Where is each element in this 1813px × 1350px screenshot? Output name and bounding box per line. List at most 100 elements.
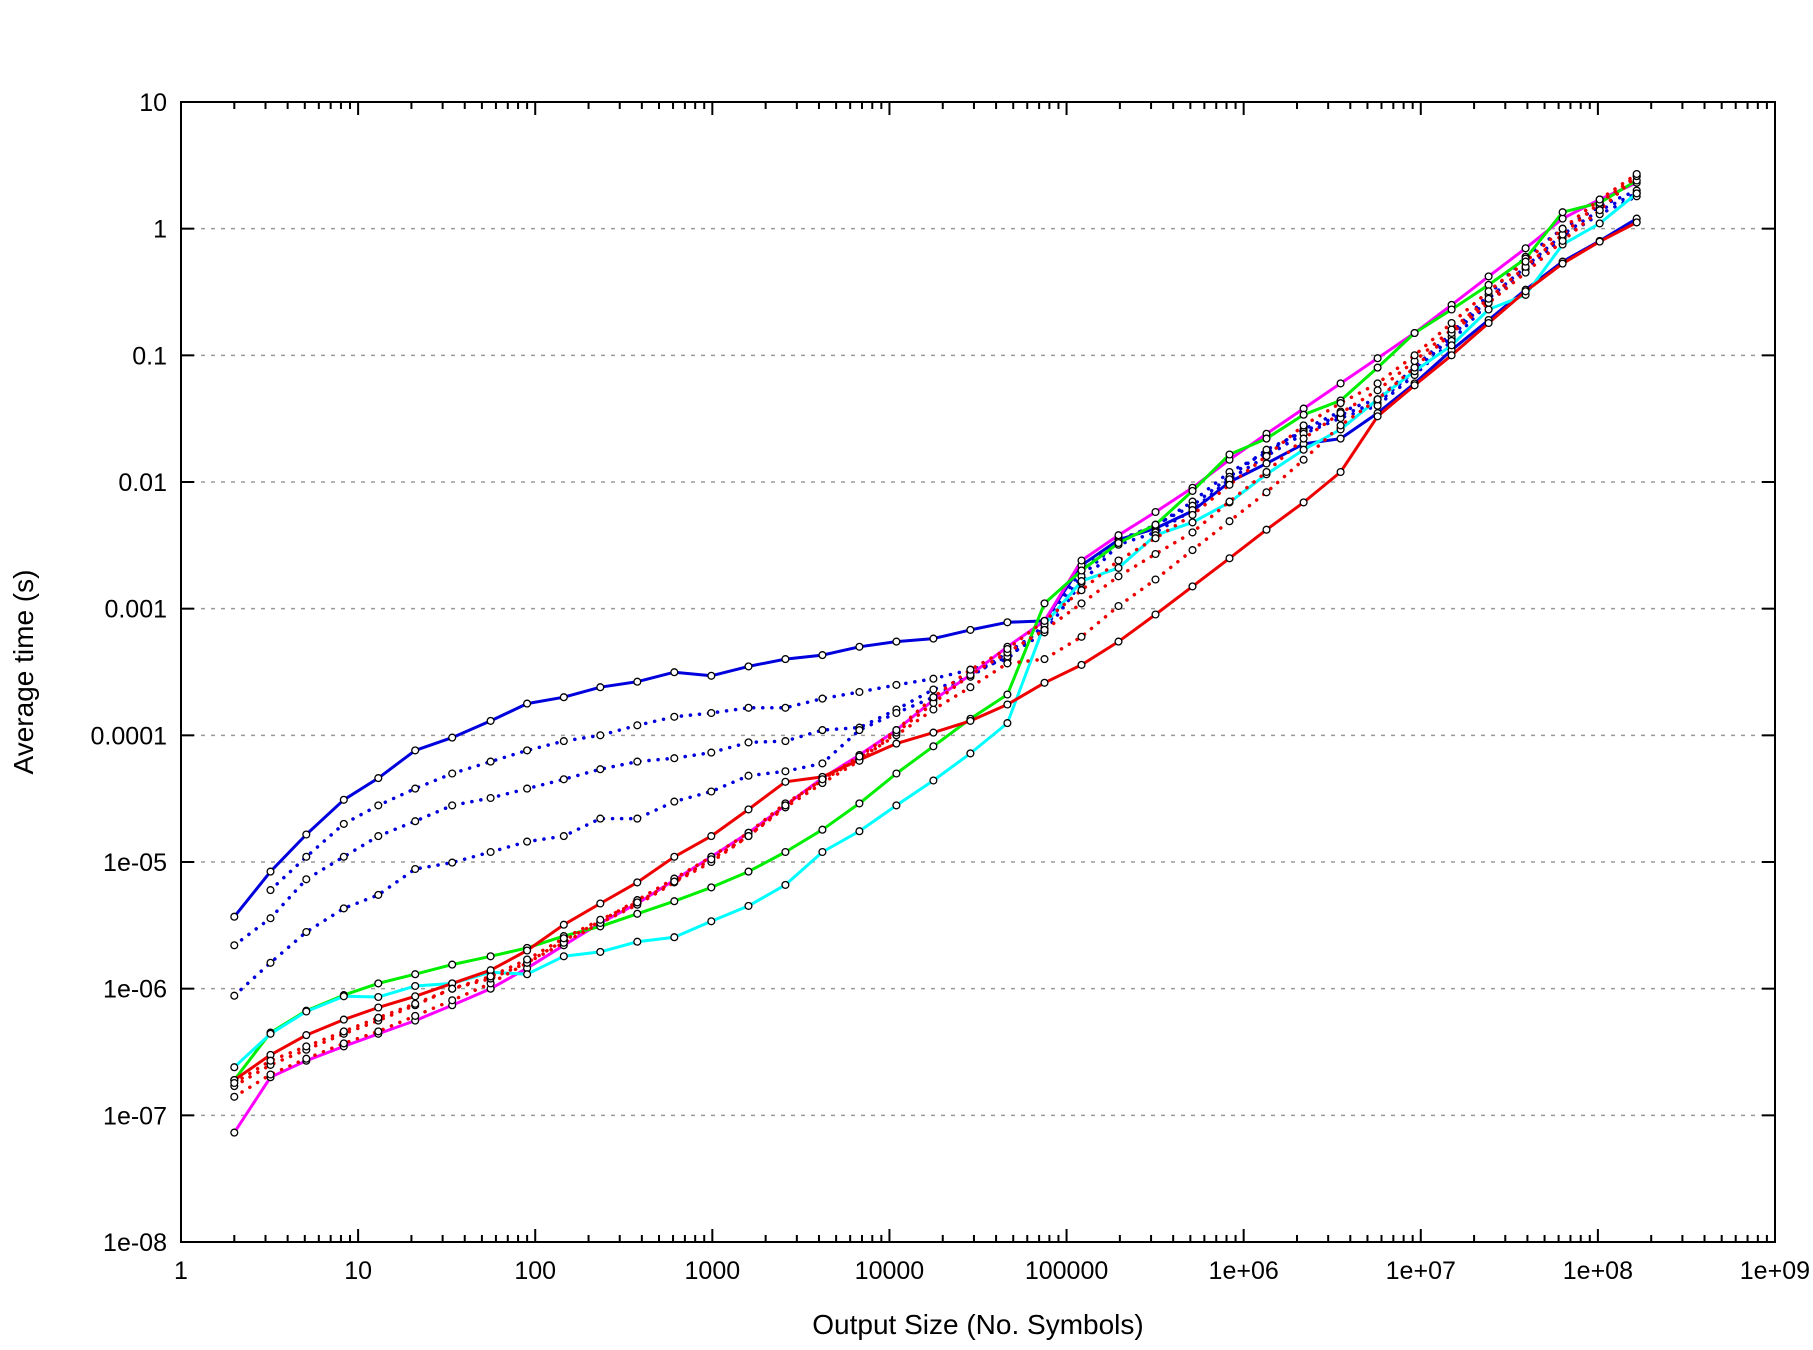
x-tick-label: 10000 (855, 1257, 925, 1285)
series-7-point (781, 880, 790, 889)
series-7-point (707, 917, 716, 926)
series-11-point (1595, 195, 1604, 204)
series-1-point (929, 634, 938, 643)
series-2-point (374, 801, 383, 810)
series-10-point (1114, 572, 1123, 581)
series-line-4 (232, 194, 1639, 998)
series-8-point (744, 805, 753, 814)
series-10-point (1336, 409, 1345, 418)
series-7-point (1003, 719, 1012, 728)
series-8-point (1151, 610, 1160, 619)
series-9-point (1188, 546, 1197, 555)
series-11-point (707, 855, 716, 864)
series-11-point (966, 665, 975, 674)
series-9-point (302, 1054, 311, 1063)
series-line-11 (232, 172, 1639, 1085)
series-6-point (1558, 208, 1567, 217)
series-10-point (1151, 549, 1160, 559)
series-9-point (929, 705, 938, 714)
series-7-point (374, 992, 383, 1002)
series-8-point (1003, 700, 1012, 709)
series-4-point (633, 814, 642, 823)
x-tick-label: 1e+07 (1386, 1257, 1456, 1285)
series-3-point (818, 726, 827, 735)
series-3-point (559, 775, 568, 784)
series-7-point (1188, 518, 1197, 527)
series-line-6 (233, 179, 1638, 1081)
series-11-point (1262, 452, 1271, 461)
x-tick-label: 1e+09 (1740, 1257, 1810, 1285)
series-5-point (1336, 379, 1345, 388)
series-11-point (1484, 287, 1493, 296)
x-tick-label: 100 (514, 1257, 556, 1285)
series-3-point (633, 757, 642, 766)
series-2-point (818, 694, 827, 703)
series-1-point (707, 671, 716, 680)
series-2-point (486, 757, 495, 766)
series-8-point (929, 728, 938, 737)
series-8-point (1299, 498, 1308, 507)
series-4-point (448, 858, 457, 867)
series-5-point (230, 1128, 239, 1137)
series-1-point (266, 867, 275, 876)
series-3-point (929, 685, 938, 694)
series-3-point (339, 852, 348, 861)
y-tick-label: 0.1 (132, 342, 167, 370)
series-11-point (1299, 421, 1308, 430)
series-9-point (1336, 421, 1345, 430)
series-7-point (1632, 189, 1641, 198)
series-8-point (1632, 218, 1641, 227)
series-1-point (1003, 618, 1012, 627)
series-9-point (1040, 655, 1049, 664)
series-8-point (1410, 381, 1419, 390)
series-1-point (559, 693, 568, 702)
series-3-point (670, 754, 679, 763)
series-11-point (302, 1042, 311, 1051)
x-tick-label: 10 (344, 1257, 372, 1285)
series-9-point (374, 1027, 383, 1036)
series-3-point (266, 914, 275, 923)
series-9-point (1373, 395, 1382, 404)
y-tick-label: 1e-07 (103, 1102, 167, 1130)
series-9-point (1077, 632, 1086, 641)
series-1-point (448, 733, 457, 742)
series-8-point (781, 777, 790, 786)
series-9-point (1595, 206, 1604, 215)
series-2-point (633, 721, 642, 730)
series-1-point (1262, 459, 1271, 468)
series-7-point (855, 827, 864, 836)
series-7-point (1299, 445, 1308, 454)
y-tick-labels: 1e-08 1e-07 1e-06 1e-05 0.0001 0.001 0.01 0.1 1 1… (91, 89, 167, 1257)
series-7-point (1077, 577, 1086, 586)
x-tick-label: 1 (174, 1257, 188, 1285)
series-6-point (929, 742, 938, 751)
series-10-point (1225, 497, 1234, 506)
series-4-point (486, 847, 495, 857)
series-11-point (855, 752, 864, 761)
series-7-point (411, 981, 420, 991)
series-9-point (1262, 488, 1271, 497)
series-8-point (1558, 259, 1567, 268)
series-3-point (744, 738, 753, 747)
series-2-point (855, 687, 864, 697)
series-3-point (486, 793, 495, 803)
series-11-point (892, 726, 901, 735)
series-11-point (633, 898, 642, 907)
series-11-point (374, 1013, 383, 1022)
series-9-point (1225, 517, 1234, 526)
axis-ticks (180, 101, 1776, 1243)
series-1-point (818, 651, 827, 660)
series-8-point (1077, 660, 1086, 669)
series-1-point (523, 699, 532, 708)
series-1-point (633, 677, 642, 686)
series-4-point (559, 832, 568, 841)
series-6-point (1225, 450, 1234, 459)
series-3-point (707, 748, 716, 757)
series-8-point (559, 920, 568, 929)
series-10-point (1299, 434, 1308, 443)
series-11-point (1373, 379, 1382, 388)
y-tick-label: 1e-05 (103, 849, 167, 877)
series-8-point (1188, 582, 1197, 591)
series-6-point (486, 952, 495, 961)
series-4-point (411, 864, 420, 874)
